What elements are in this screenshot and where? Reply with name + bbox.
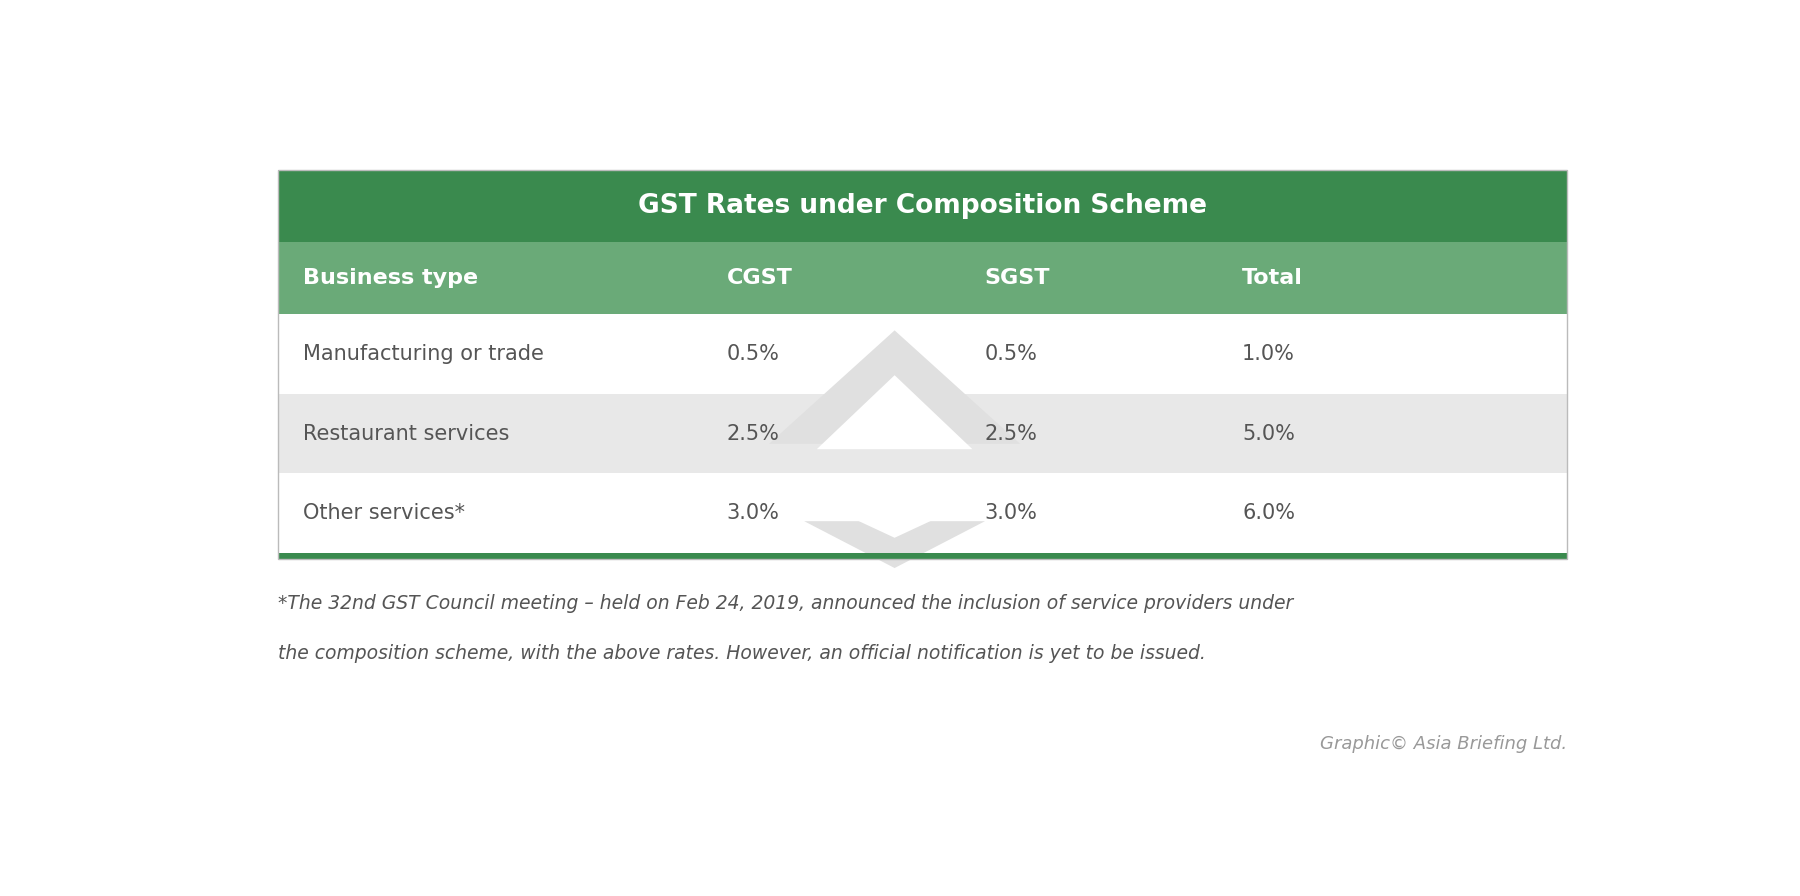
Text: Business type: Business type — [302, 268, 479, 289]
Text: GST Rates under Composition Scheme: GST Rates under Composition Scheme — [637, 193, 1208, 219]
Text: 3.0%: 3.0% — [727, 503, 779, 523]
Text: 0.5%: 0.5% — [727, 344, 779, 364]
Polygon shape — [283, 172, 1562, 557]
Text: *The 32nd GST Council meeting – held on Feb 24, 2019, announced the inclusion of: *The 32nd GST Council meeting – held on … — [277, 594, 1292, 613]
Text: Other services*: Other services* — [302, 503, 464, 523]
Text: Total: Total — [1242, 268, 1303, 289]
Text: Restaurant services: Restaurant services — [302, 424, 509, 444]
Polygon shape — [846, 515, 943, 538]
Text: the composition scheme, with the above rates. However, an official notification : the composition scheme, with the above r… — [277, 643, 1206, 662]
Text: 2.5%: 2.5% — [985, 424, 1037, 444]
Polygon shape — [277, 394, 1568, 473]
Polygon shape — [817, 375, 972, 449]
Text: 0.5%: 0.5% — [985, 344, 1037, 364]
Text: 1.0%: 1.0% — [1242, 344, 1294, 364]
Text: 6.0%: 6.0% — [1242, 503, 1296, 523]
Text: CGST: CGST — [727, 268, 792, 289]
Polygon shape — [277, 169, 1568, 559]
Polygon shape — [277, 169, 1568, 242]
Polygon shape — [277, 242, 1568, 314]
Text: Graphic© Asia Briefing Ltd.: Graphic© Asia Briefing Ltd. — [1319, 735, 1568, 753]
Polygon shape — [277, 473, 1568, 553]
Text: SGST: SGST — [985, 268, 1049, 289]
Polygon shape — [277, 314, 1568, 394]
Text: 2.5%: 2.5% — [727, 424, 779, 444]
Polygon shape — [277, 553, 1568, 559]
Polygon shape — [805, 521, 985, 568]
Text: 3.0%: 3.0% — [985, 503, 1037, 523]
Text: 5.0%: 5.0% — [1242, 424, 1294, 444]
Polygon shape — [769, 331, 1021, 444]
Text: Manufacturing or trade: Manufacturing or trade — [302, 344, 544, 364]
